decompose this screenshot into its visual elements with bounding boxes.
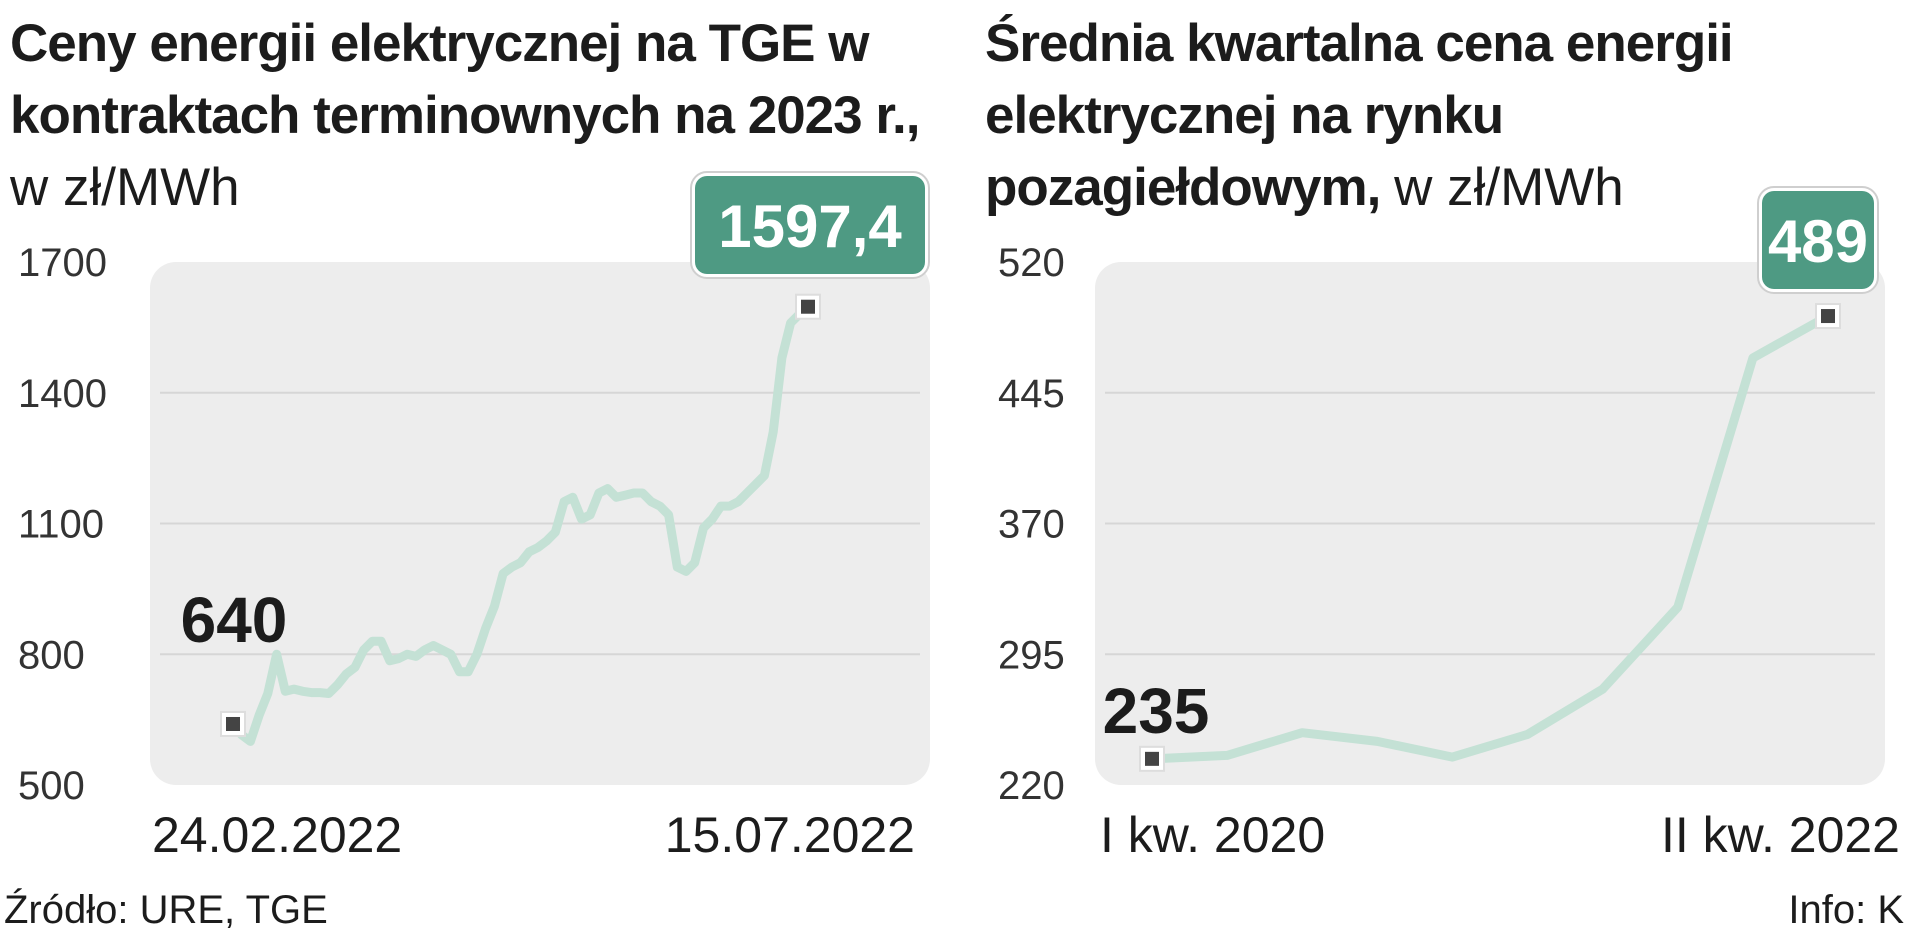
left-chart-title: Ceny energii elektrycznej na TGE w kontr… (10, 8, 930, 224)
right-chart-panel: Średnia kwartalna cena energii elektrycz… (980, 0, 1920, 941)
left-end-marker (801, 299, 815, 314)
left-title-bold: Ceny energii elektrycznej na TGE w kontr… (10, 14, 921, 145)
left-y-tick-label: 1400 (18, 372, 107, 416)
right-end-callout (1762, 191, 1874, 289)
left-y-tick-label: 1100 (18, 503, 104, 547)
left-title-unit: w zł/MWh (10, 158, 240, 217)
right-chart-title: Średnia kwartalna cena energii elektrycz… (985, 8, 1905, 224)
left-y-tick-label: 1700 (18, 241, 107, 285)
source-note: Źródło: URE, TGE (4, 888, 328, 932)
right-y-tick-label: 295 (998, 633, 1065, 677)
left-x-end-label: 15.07.2022 (665, 807, 915, 863)
left-y-tick-label: 800 (18, 633, 85, 677)
right-start-marker (1145, 751, 1159, 766)
left-start-value-label: 640 (181, 584, 288, 656)
left-chart-panel: Ceny energii elektrycznej na TGE w kontr… (4, 8, 930, 932)
right-y-tick-label: 220 (998, 764, 1065, 808)
right-title-unit: w zł/MWh (1394, 158, 1624, 217)
right-end-value-label: 489 (1768, 208, 1868, 275)
left-y-tick-label: 500 (18, 764, 85, 808)
right-title-bold: Średnia kwartalna cena energii elektrycz… (985, 14, 1734, 217)
right-x-end-label: II kw. 2022 (1661, 807, 1900, 863)
left-end-callout (695, 176, 925, 274)
left-start-marker (226, 716, 240, 731)
left-series-line (228, 302, 813, 746)
right-y-tick-label: 370 (998, 503, 1065, 547)
right-y-tick-label: 445 (998, 372, 1065, 416)
left-end-value-label: 1597,4 (718, 193, 902, 260)
right-x-start-label: I kw. 2020 (1100, 807, 1325, 863)
right-series-line (1147, 311, 1833, 764)
right-end-marker (1821, 309, 1835, 324)
left-x-start-label: 24.02.2022 (152, 807, 402, 863)
right-y-tick-label: 520 (998, 241, 1065, 285)
right-start-value-label: 235 (1103, 675, 1210, 747)
left-line-chart: 1700 1400 1100 800 500 640 1597,4 24.02.2022 15.… (18, 171, 930, 863)
right-line-chart: 520 445 370 295 220 235 489 I kw. 2020 II kw. 20… (998, 186, 1900, 863)
credit-note: Info: K (1788, 888, 1904, 932)
